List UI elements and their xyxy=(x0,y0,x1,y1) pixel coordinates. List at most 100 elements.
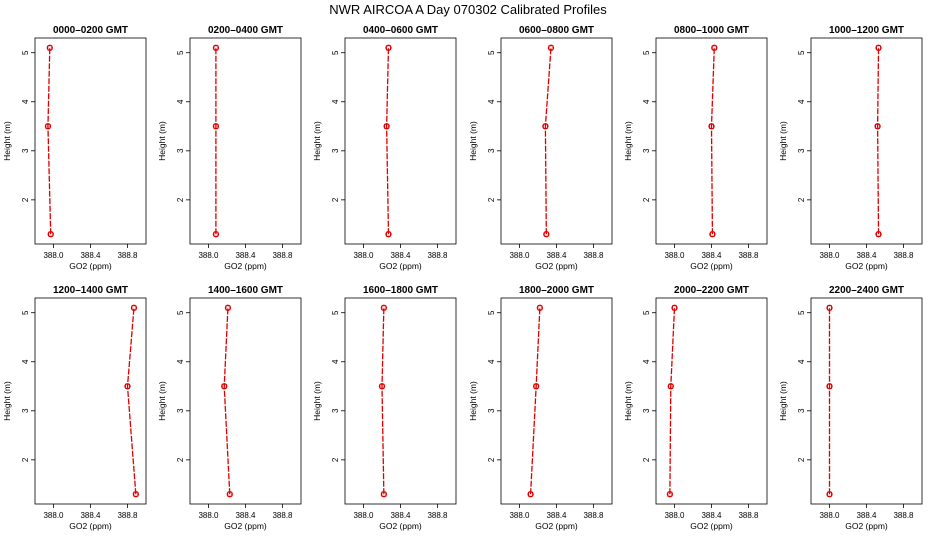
x-axis-label: GO2 (ppm) xyxy=(379,521,422,531)
data-point xyxy=(212,123,220,130)
data-point-square xyxy=(379,383,385,389)
x-tick-label: 388.4 xyxy=(390,511,411,520)
panel-title: 2200–2400 GMT xyxy=(829,285,904,296)
x-tick-label: 388.0 xyxy=(664,511,685,520)
data-point-square xyxy=(533,383,539,389)
data-point-square xyxy=(133,491,139,497)
plot-frame xyxy=(34,37,147,245)
y-tick-label: 3 xyxy=(21,148,30,153)
y-tick-label: 5 xyxy=(176,310,185,315)
data-point xyxy=(46,44,53,51)
x-tick-label: 388.8 xyxy=(583,511,604,520)
y-tick-label: 2 xyxy=(487,457,496,462)
data-point-square xyxy=(125,383,130,389)
data-point-square xyxy=(131,305,137,311)
data-point-square xyxy=(386,45,391,51)
x-axis-label: GO2 (ppm) xyxy=(379,261,422,271)
data-point-square xyxy=(667,491,673,497)
data-point xyxy=(708,123,715,130)
y-axis-label: Height (m) xyxy=(623,381,633,421)
data-point xyxy=(221,383,228,390)
y-tick-label: 2 xyxy=(176,457,185,462)
y-tick-label: 2 xyxy=(797,457,806,462)
x-tick-label: 388.0 xyxy=(819,251,840,260)
y-axis-label: Height (m) xyxy=(778,121,788,161)
data-point-square xyxy=(542,123,548,129)
data-point-square xyxy=(875,123,881,129)
x-tick-label: 388.8 xyxy=(272,511,293,520)
y-tick-label: 2 xyxy=(797,197,806,202)
y-axis-label: Height (m) xyxy=(312,121,322,161)
y-tick-label: 5 xyxy=(487,310,496,315)
y-axis-label: Height (m) xyxy=(623,121,633,161)
panel-1: 0200–0400 GMT 388.0 388.4 388.8 2 3 4 5 GO2 (ppm… xyxy=(157,25,302,271)
data-point xyxy=(533,383,540,390)
x-tick-label: 388.4 xyxy=(80,251,101,260)
x-tick-label: 388.8 xyxy=(117,251,138,260)
data-point-square xyxy=(386,231,391,237)
data-point-square xyxy=(876,231,881,237)
y-tick-label: 2 xyxy=(21,197,30,202)
data-point-square xyxy=(672,305,677,311)
plot-frame xyxy=(500,37,613,245)
data-point-square xyxy=(876,45,881,51)
data-point-square xyxy=(711,45,717,51)
y-tick-label: 5 xyxy=(331,50,340,55)
data-point xyxy=(875,231,882,238)
x-tick-label: 388.0 xyxy=(664,251,685,260)
data-point-square xyxy=(225,305,231,311)
data-point-square xyxy=(384,123,390,129)
y-tick-label: 3 xyxy=(797,148,806,153)
y-tick-label: 3 xyxy=(21,408,30,413)
y-tick-label: 3 xyxy=(331,408,340,413)
y-tick-label: 3 xyxy=(487,408,496,413)
data-point xyxy=(671,304,678,311)
plot-frame xyxy=(189,297,302,505)
data-point xyxy=(212,44,220,51)
data-point-square xyxy=(668,383,674,389)
panel-2: 0400–0600 GMT 388.0 388.4 388.8 2 3 4 5 GO2 (ppm… xyxy=(312,25,457,271)
x-tick-label: 388.4 xyxy=(235,251,256,260)
data-point-square xyxy=(45,123,51,129)
x-tick-label: 388.8 xyxy=(893,251,914,260)
data-point xyxy=(44,123,52,130)
panel-title: 1000–1200 GMT xyxy=(829,25,904,36)
y-tick-label: 2 xyxy=(331,197,340,202)
x-axis-label: GO2 (ppm) xyxy=(535,521,578,531)
y-tick-label: 3 xyxy=(176,408,185,413)
profile-line xyxy=(126,307,137,495)
data-point-square xyxy=(213,123,219,129)
panel-11: 2200–2400 GMT 388.0 388.4 388.8 2 3 4 5 GO2 (ppm… xyxy=(778,285,923,531)
x-tick-label: 388.8 xyxy=(583,251,604,260)
x-tick-label: 388.0 xyxy=(198,251,219,260)
data-point xyxy=(709,231,716,238)
data-point-square xyxy=(213,45,219,51)
y-tick-label: 4 xyxy=(176,359,185,364)
y-tick-label: 3 xyxy=(331,148,340,153)
panel-title: 0800–1000 GMT xyxy=(674,25,749,36)
data-point xyxy=(226,491,233,498)
x-axis-label: GO2 (ppm) xyxy=(535,261,578,271)
x-axis-label: GO2 (ppm) xyxy=(845,261,888,271)
profile-line xyxy=(223,307,231,495)
data-point-square xyxy=(543,231,549,237)
y-tick-label: 4 xyxy=(797,99,806,104)
x-tick-label: 388.4 xyxy=(856,251,877,260)
y-tick-label: 4 xyxy=(331,99,340,104)
x-axis-label: GO2 (ppm) xyxy=(69,261,112,271)
y-tick-label: 5 xyxy=(487,50,496,55)
panel-0: 0000–0200 GMT 388.0 388.4 388.8 2 3 4 5 GO2 (ppm… xyxy=(2,25,147,271)
data-point-square xyxy=(381,305,387,311)
data-point xyxy=(542,123,549,130)
data-point-square xyxy=(47,45,53,51)
y-tick-label: 4 xyxy=(487,99,496,104)
data-point-square xyxy=(537,305,543,311)
y-tick-label: 4 xyxy=(331,359,340,364)
profile-line xyxy=(47,47,52,235)
y-tick-label: 5 xyxy=(21,50,30,55)
y-axis-label: Height (m) xyxy=(157,381,167,421)
panel-title: 0400–0600 GMT xyxy=(363,25,438,36)
data-point xyxy=(826,491,833,498)
data-point-square xyxy=(381,491,387,497)
